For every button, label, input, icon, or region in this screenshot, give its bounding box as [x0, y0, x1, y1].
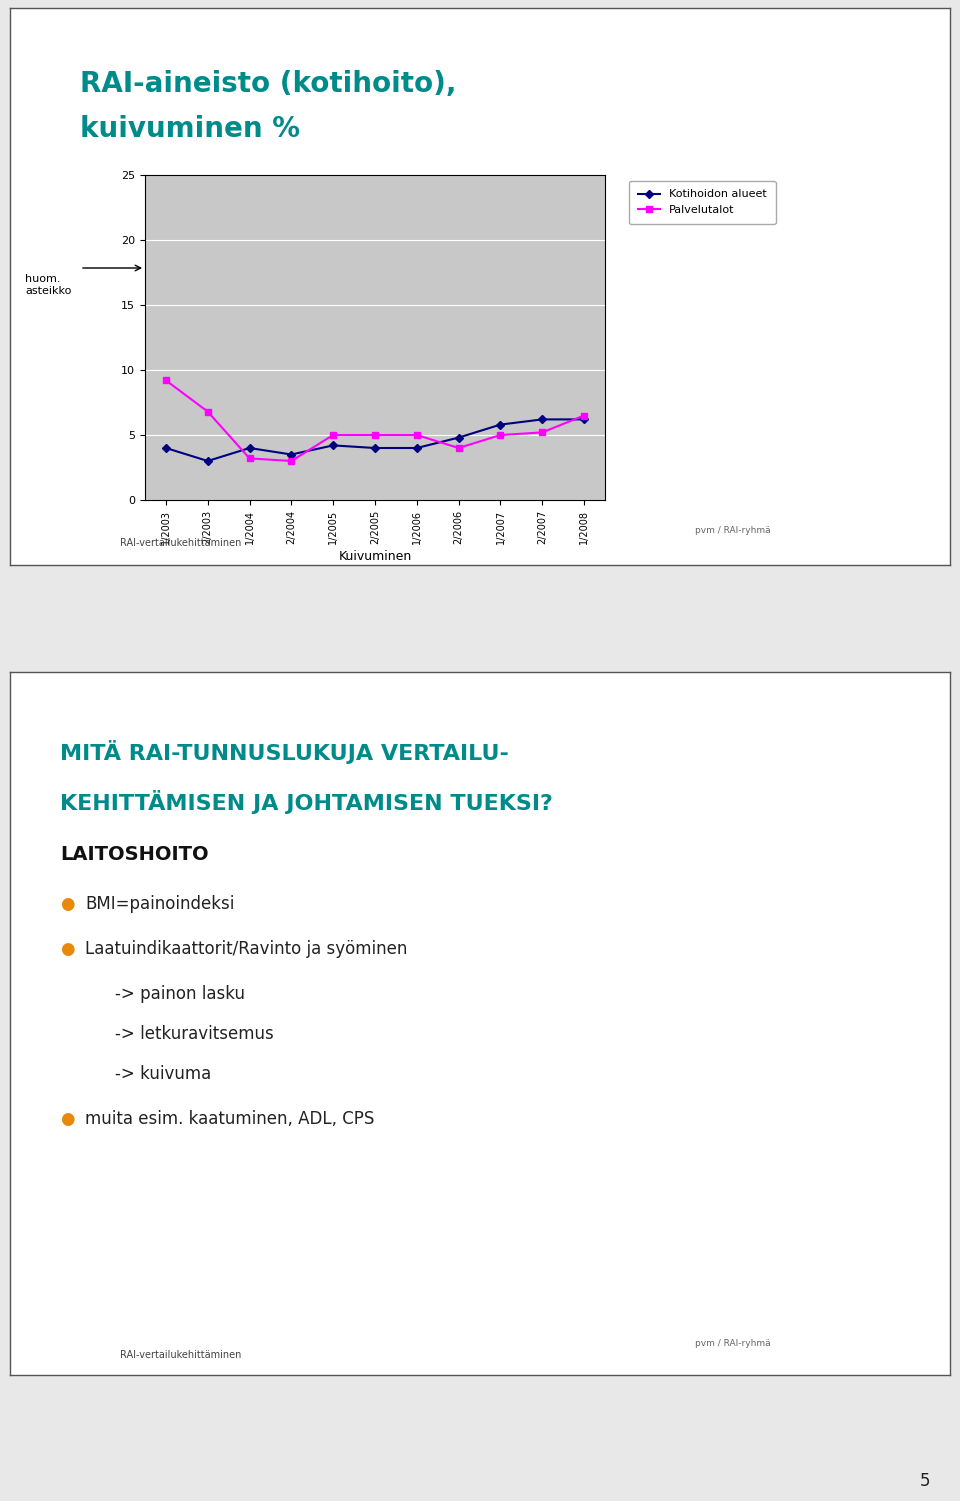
Text: Tiedosta hyvinvointia: Tiedosta hyvinvointia [24, 681, 135, 690]
Text: kuivuminen %: kuivuminen % [80, 116, 300, 143]
Palvelutalot [370, 426, 381, 444]
Kotihoidon alueet [202, 452, 213, 470]
Text: pvm / RAI-ryhmä: pvm / RAI-ryhmä [695, 1339, 771, 1348]
Text: huom.
asteikko: huom. asteikko [25, 275, 71, 296]
Kotihoidon alueet [494, 416, 506, 434]
Text: BMI=painoindeksi: BMI=painoindeksi [85, 895, 234, 913]
Palvelutalot [411, 426, 422, 444]
Text: 5: 5 [920, 1472, 930, 1490]
Kotihoidon alueet [244, 438, 255, 456]
Kotihoidon alueet [286, 446, 298, 464]
X-axis label: Kuivuminen: Kuivuminen [338, 549, 412, 563]
Kotihoidon alueet [160, 438, 172, 456]
Palvelutalot [578, 407, 589, 425]
Text: -> letkuravitsemus: -> letkuravitsemus [115, 1025, 274, 1043]
Palvelutalot [244, 449, 255, 467]
Palvelutalot [202, 402, 213, 420]
Palvelutalot [537, 423, 548, 441]
Line: Palvelutalot: Palvelutalot [163, 378, 587, 464]
Text: 9: 9 [928, 17, 936, 27]
Text: ●: ● [60, 1111, 75, 1127]
Text: -> painon lasku: -> painon lasku [115, 985, 245, 1003]
Text: KEHITTÄMISEN JA JOHTAMISEN TUEKSI?: KEHITTÄMISEN JA JOHTAMISEN TUEKSI? [60, 790, 553, 814]
Line: Kotihoidon alueet: Kotihoidon alueet [163, 417, 587, 464]
Kotihoidon alueet [370, 438, 381, 456]
Kotihoidon alueet [537, 410, 548, 428]
Kotihoidon alueet [411, 438, 422, 456]
Palvelutalot [453, 438, 465, 456]
Text: RAI-aineisto (kotihoito),: RAI-aineisto (kotihoito), [80, 71, 457, 98]
Palvelutalot [286, 452, 298, 470]
Text: LAITOSHOITO: LAITOSHOITO [60, 845, 208, 865]
Text: Tiedosta hyvinvointia: Tiedosta hyvinvointia [24, 17, 135, 27]
Text: 10: 10 [921, 681, 936, 690]
Text: RAI-vertailukehittäminen: RAI-vertailukehittäminen [120, 1349, 241, 1360]
Text: -> kuivuma: -> kuivuma [115, 1066, 211, 1084]
Text: MITÄ RAI-TUNNUSLUKUJA VERTAILU-: MITÄ RAI-TUNNUSLUKUJA VERTAILU- [60, 740, 509, 764]
Text: muita esim. kaatuminen, ADL, CPS: muita esim. kaatuminen, ADL, CPS [85, 1111, 374, 1127]
Kotihoidon alueet [578, 410, 589, 428]
Text: pvm / RAI-ryhmä: pvm / RAI-ryhmä [695, 525, 771, 534]
Palvelutalot [327, 426, 339, 444]
Palvelutalot [494, 426, 506, 444]
Text: ●: ● [60, 895, 75, 913]
Text: Laatuindikaattorit/Ravinto ja syöminen: Laatuindikaattorit/Ravinto ja syöminen [85, 940, 407, 958]
Kotihoidon alueet [327, 437, 339, 455]
Legend: Kotihoidon alueet, Palvelutalot: Kotihoidon alueet, Palvelutalot [629, 180, 776, 224]
Text: ●: ● [60, 940, 75, 958]
Palvelutalot [160, 371, 172, 389]
Kotihoidon alueet [453, 429, 465, 447]
Text: RAI-vertailukehittäminen: RAI-vertailukehittäminen [120, 537, 241, 548]
